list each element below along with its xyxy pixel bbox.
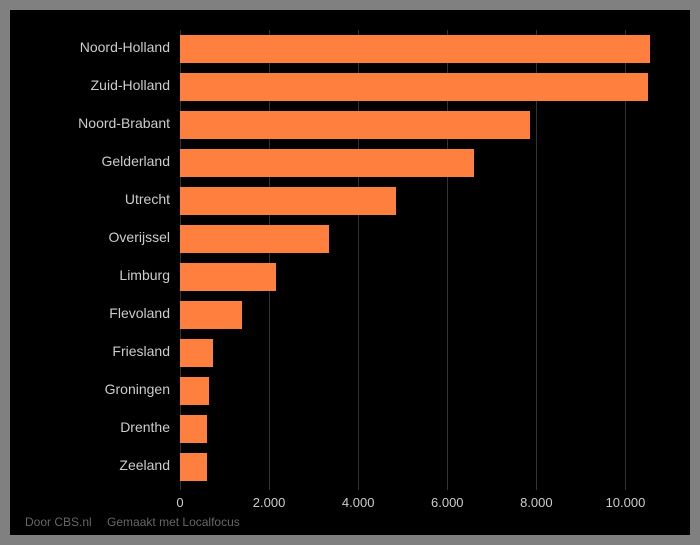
plot-area	[180, 30, 670, 490]
y-category-label: Zeeland	[20, 448, 170, 483]
y-category-label: Drenthe	[20, 410, 170, 445]
x-tick-label: 0	[176, 495, 183, 510]
bar	[180, 225, 329, 253]
y-category-label: Noord-Brabant	[20, 106, 170, 141]
y-category-label: Gelderland	[20, 144, 170, 179]
bar	[180, 339, 213, 367]
y-category-label: Friesland	[20, 334, 170, 369]
x-tick-label: 10.000	[606, 495, 646, 510]
bar	[180, 111, 530, 139]
y-category-label: Flevoland	[20, 296, 170, 331]
x-tick-label: 6.000	[431, 495, 464, 510]
y-category-label: Utrecht	[20, 182, 170, 217]
bar	[180, 35, 650, 63]
x-tick-label: 4.000	[342, 495, 375, 510]
attribution: Door CBS.nl Gemaakt met Localfocus	[25, 515, 252, 529]
bar	[180, 73, 648, 101]
bar	[180, 149, 474, 177]
bar	[180, 187, 396, 215]
y-category-label: Zuid-Holland	[20, 68, 170, 103]
chart-container: Door CBS.nl Gemaakt met Localfocus 0 2.00…	[10, 10, 690, 535]
attribution-tool: Gemaakt met Localfocus	[107, 515, 240, 529]
bar	[180, 377, 209, 405]
y-category-label: Noord-Holland	[20, 30, 170, 65]
y-category-label: Overijssel	[20, 220, 170, 255]
y-category-label: Limburg	[20, 258, 170, 293]
bar	[180, 415, 207, 443]
attribution-source: Door CBS.nl	[25, 515, 92, 529]
x-tick-label: 8.000	[520, 495, 553, 510]
bar	[180, 263, 276, 291]
x-tick-label: 2.000	[253, 495, 286, 510]
bar	[180, 301, 242, 329]
y-category-label: Groningen	[20, 372, 170, 407]
bar	[180, 453, 207, 481]
